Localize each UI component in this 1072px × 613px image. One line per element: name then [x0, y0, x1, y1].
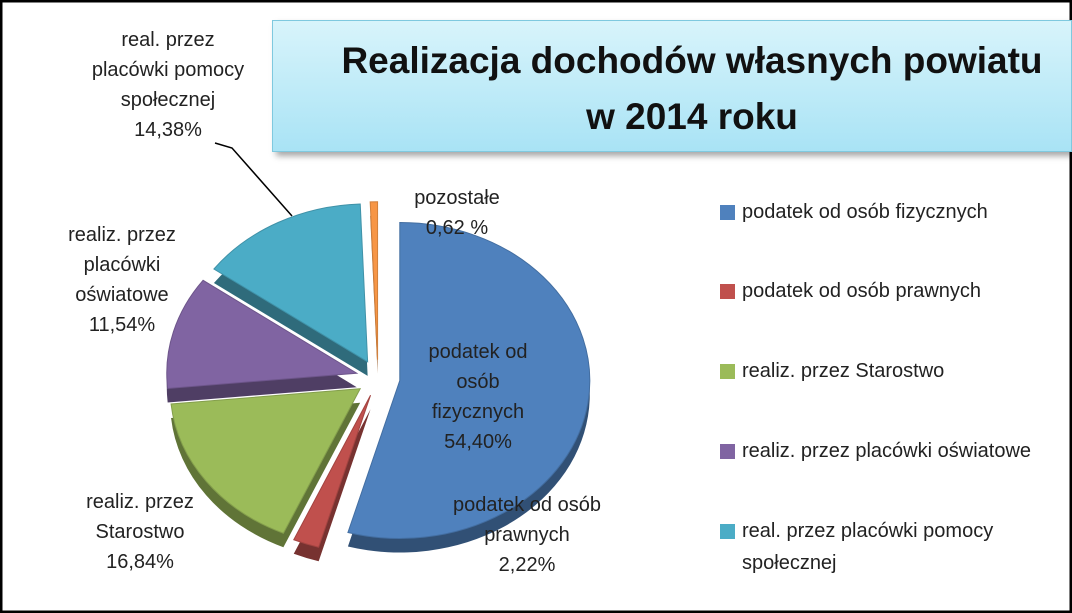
- legend-entry: realiz. przez Starostwo: [720, 355, 1072, 387]
- legend-entry: real. przez placówki pomocy społecznej: [720, 515, 1072, 579]
- legend-label: realiz. przez placówki oświatowe: [742, 440, 1032, 462]
- data-label-value: 54,40%: [444, 431, 512, 453]
- legend-entry: realiz. przez placówki oświatowe: [720, 435, 1072, 467]
- data-label-value: 16,84%: [106, 551, 174, 573]
- data-label-value: 14,38%: [134, 119, 202, 141]
- legend-label: realiz. przez Starostwo: [742, 360, 945, 382]
- slice: [369, 201, 379, 360]
- slice: [347, 222, 591, 539]
- slice: [293, 394, 372, 548]
- legend-label: podatek od osób prawnych: [742, 280, 982, 302]
- chart-title: Realizacja dochodów własnych powiatu w 2…: [272, 20, 1072, 152]
- legend-entry: podatek od osób fizycznych: [720, 196, 1072, 228]
- data-label-value: 0,62 %: [425, 217, 489, 239]
- data-label-name: podatek od osób fizycznych: [428, 341, 528, 423]
- legend-swatch: [720, 205, 735, 220]
- title-line: w 2014 roku: [586, 96, 798, 137]
- legend-swatch: [720, 284, 735, 299]
- data-label-name: real. przez placówki pomocy społecznej: [91, 29, 245, 111]
- title-line: Realizacja dochodów własnych powiatu: [341, 40, 1043, 81]
- legend-label: real. przez placówki pomocy społecznej: [742, 520, 994, 574]
- data-label: pozostałe 0,62 %: [402, 183, 512, 243]
- data-label-name: realiz. przez Starostwo: [86, 491, 194, 543]
- legend-entry: podatek od osób prawnych: [720, 275, 1072, 307]
- data-label: realiz. przez placówki oświatowe 11,54%: [52, 220, 192, 340]
- data-label: podatek od osób fizycznych 54,40%: [423, 337, 533, 457]
- data-label: podatek od osób prawnych 2,22%: [437, 490, 617, 580]
- slice: [166, 279, 359, 389]
- legend-swatch: [720, 524, 735, 539]
- data-label-name: pozostałe: [414, 187, 500, 209]
- legend-label: podatek od osób fizycznych: [742, 201, 988, 223]
- data-label-value: 2,22%: [498, 554, 556, 576]
- legend-swatch: [720, 444, 735, 459]
- legend-swatch: [720, 364, 735, 379]
- leader-line: [214, 142, 293, 217]
- data-label-name: realiz. przez placówki oświatowe: [68, 224, 176, 306]
- data-label: real. przez placówki pomocy społecznej 14…: [83, 25, 253, 145]
- data-label-name: podatek od osób prawnych: [453, 494, 601, 546]
- data-label: realiz. przez Starostwo 16,84%: [70, 487, 210, 577]
- slice: [213, 203, 369, 363]
- slice: [170, 388, 362, 534]
- data-label-value: 11,54%: [88, 314, 156, 336]
